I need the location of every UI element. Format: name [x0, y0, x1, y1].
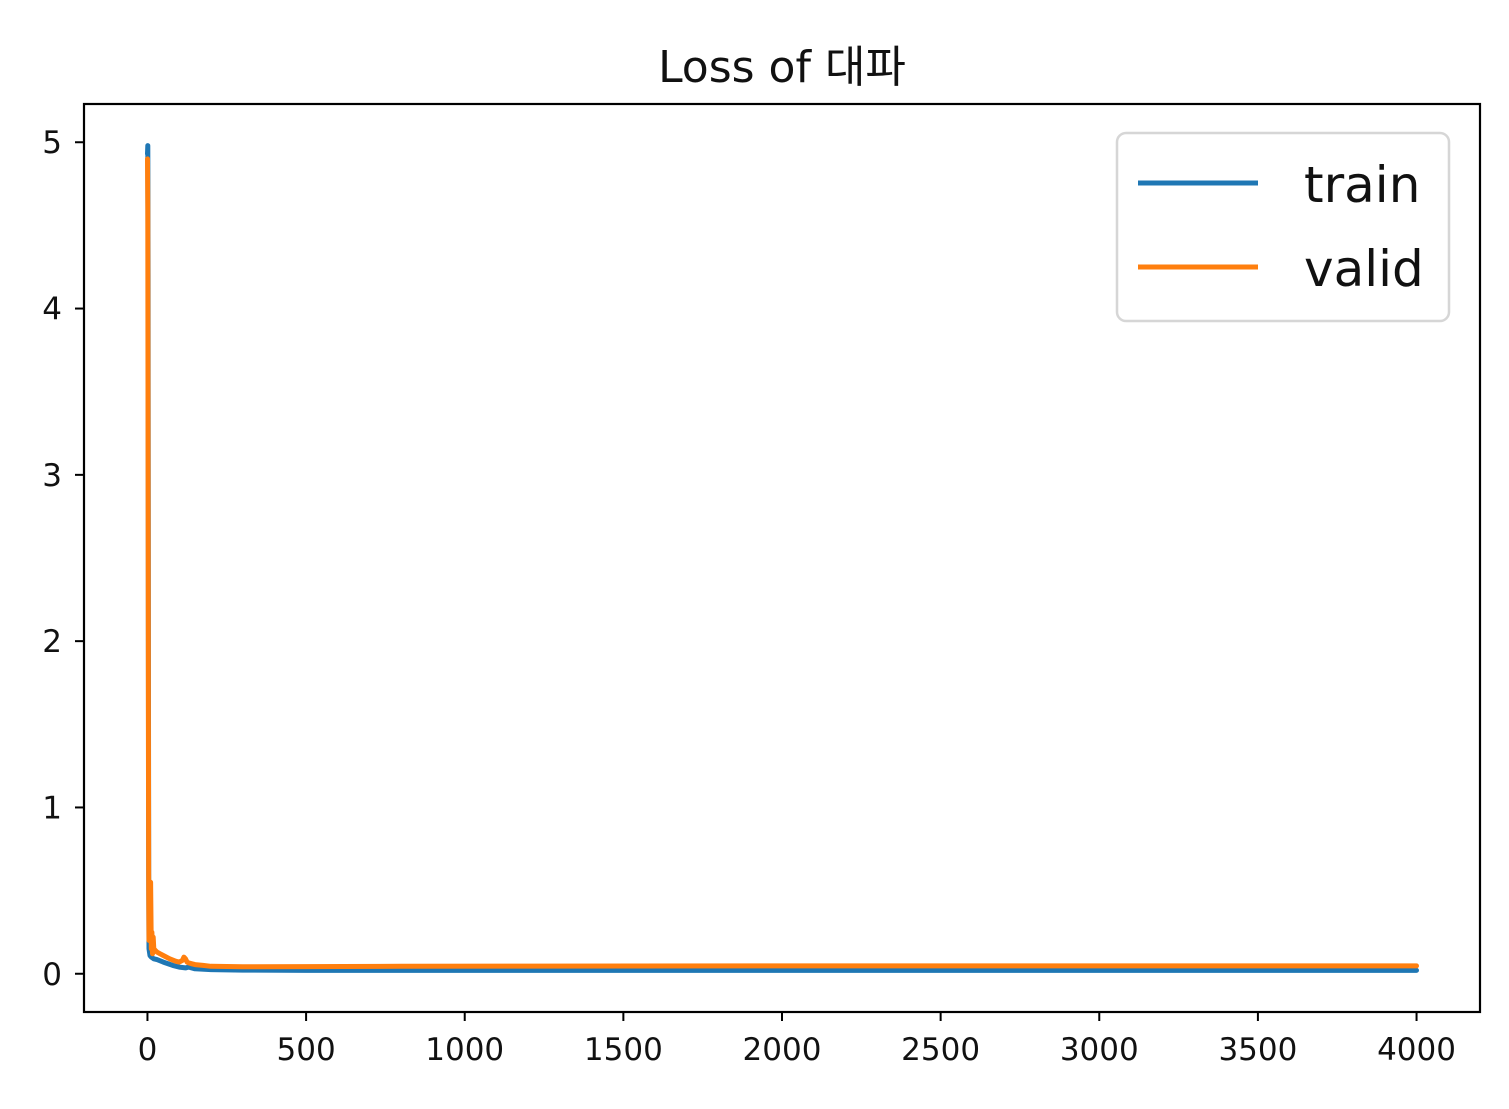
y-axis: 0 1 2 3 4 5	[42, 125, 84, 993]
x-tick-label: 2000	[743, 1032, 822, 1068]
x-tick-label: 4000	[1377, 1032, 1456, 1068]
series-line-valid	[145, 156, 1419, 970]
y-tick-label: 1	[42, 790, 62, 826]
x-tick-label: 1000	[425, 1032, 504, 1068]
legend-box	[1115, 131, 1451, 323]
y-tick-label: 5	[42, 125, 62, 161]
x-tick-label: 1500	[584, 1032, 663, 1068]
x-tick-label: 3000	[1060, 1032, 1139, 1068]
y-tick-label: 0	[42, 957, 62, 993]
chart-title: Loss of 대파	[658, 42, 906, 93]
plot-lines	[145, 143, 1419, 973]
x-tick-label: 2500	[901, 1032, 980, 1068]
legend: train valid	[1115, 131, 1451, 323]
x-axis: 0 500 1000 1500 2000 2500 3000 3500 4000	[138, 1012, 1456, 1068]
legend-label-valid: valid	[1304, 240, 1424, 298]
y-tick-label: 3	[42, 458, 62, 494]
x-tick-label: 0	[138, 1032, 158, 1068]
legend-label-train: train	[1304, 156, 1420, 214]
y-tick-label: 2	[42, 624, 62, 660]
x-tick-label: 500	[277, 1032, 336, 1068]
y-tick-label: 4	[42, 292, 62, 328]
x-tick-label: 3500	[1218, 1032, 1297, 1068]
